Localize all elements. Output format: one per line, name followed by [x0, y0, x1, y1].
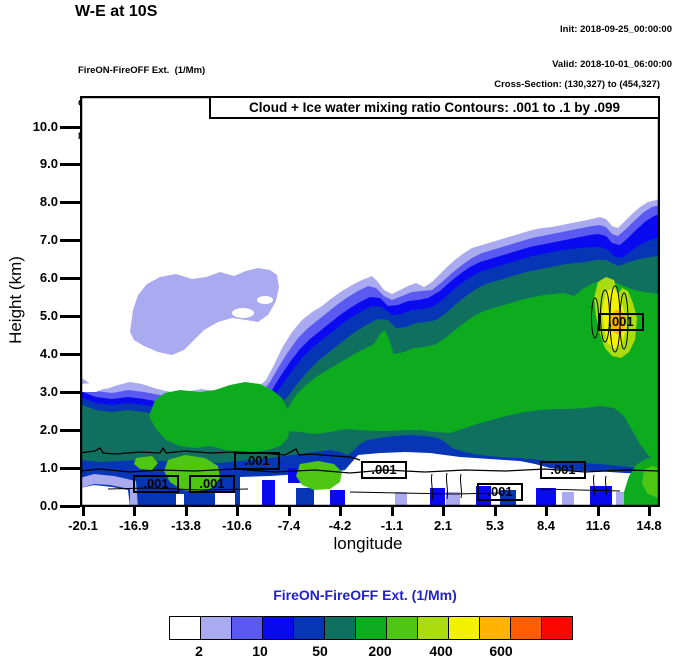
x-tick-label: -1.1: [380, 518, 404, 533]
x-tick-label: -16.9: [119, 518, 149, 533]
colorbar-swatch: [418, 617, 449, 639]
y-tick: [60, 505, 80, 508]
y-tick-label: 2.0: [39, 422, 58, 437]
colorbar-label: 600: [489, 643, 513, 659]
y-tick: [60, 277, 80, 280]
page-title: W-E at 10S: [75, 3, 158, 20]
contour-value-label: .001: [189, 475, 235, 493]
x-tick: [185, 507, 188, 516]
colorbar-swatch: [294, 617, 325, 639]
contour-value-label: .001: [477, 483, 523, 501]
x-tick: [236, 507, 239, 516]
y-tick: [60, 391, 80, 394]
colorbar-swatch: [325, 617, 356, 639]
colorbar-swatch: [480, 617, 511, 639]
y-tick-label: 1.0: [39, 460, 58, 475]
colorbar-swatch: [387, 617, 418, 639]
x-tick-label: 5.3: [485, 518, 505, 533]
plot-area: Cloud + Ice water mixing ratio Contours:…: [80, 96, 660, 507]
x-tick-label: 14.8: [636, 518, 662, 533]
y-tick-label: 7.0: [39, 232, 58, 247]
x-tick-label: -13.8: [171, 518, 201, 533]
colorbar-label: 400: [429, 643, 453, 659]
x-tick-label: -7.4: [277, 518, 301, 533]
contour-value-label: .001: [133, 475, 179, 493]
run-times: Init: 2018-09-25_00:00:00 Valid: 2018-10…: [552, 1, 672, 93]
colorbar-swatch: [170, 617, 201, 639]
x-axis-title: longitude: [333, 534, 403, 553]
contour-plot-canvas: [80, 96, 660, 507]
contour-value-label: .001: [598, 313, 644, 331]
x-tick: [339, 507, 342, 516]
y-tick-label: 9.0: [39, 156, 58, 171]
y-tick: [60, 163, 80, 166]
x-tick: [597, 507, 600, 516]
x-tick: [391, 507, 394, 516]
contour-value-label: .001: [361, 461, 407, 479]
y-tick: [60, 239, 80, 242]
x-tick-label: 2.1: [433, 518, 453, 533]
valid-time: Valid: 2018-10-01_06:00:00: [552, 58, 672, 70]
x-tick: [648, 507, 651, 516]
x-tick-label: 8.4: [536, 518, 556, 533]
y-tick-label: 5.0: [39, 308, 58, 323]
colorbar-swatch: [542, 617, 572, 639]
colorbar-label: 2: [195, 643, 203, 659]
y-axis-title: Height (km): [6, 256, 25, 344]
colorbar-label: 200: [368, 643, 392, 659]
y-tick-label: 6.0: [39, 270, 58, 285]
init-time: Init: 2018-09-25_00:00:00: [560, 24, 672, 35]
x-tick: [82, 507, 85, 516]
contour-value-label: .001: [540, 461, 586, 479]
y-tick: [60, 126, 80, 129]
colorbar-swatch: [511, 617, 542, 639]
y-tick-label: 4.0: [39, 346, 58, 361]
x-tick-label: -20.1: [68, 518, 98, 533]
cross-section-note: Cross-Section: (130,327) to (454,327): [494, 79, 660, 90]
colorbar-label: 50: [312, 643, 328, 659]
contour-banner: Cloud + Ice water mixing ratio Contours:…: [209, 96, 660, 119]
contour-value-label: .001: [234, 452, 280, 470]
y-tick: [60, 315, 80, 318]
colorbar-swatch: [232, 617, 263, 639]
x-tick: [288, 507, 291, 516]
y-tick-label: 0.0: [39, 498, 58, 513]
y-tick: [60, 429, 80, 432]
x-tick: [494, 507, 497, 516]
y-tick-label: 10.0: [32, 119, 58, 134]
colorbar-swatch: [449, 617, 480, 639]
x-tick-label: -10.6: [222, 518, 252, 533]
colorbar-swatch: [201, 617, 232, 639]
y-tick-label: 3.0: [39, 384, 58, 399]
x-tick-label: -4.2: [328, 518, 352, 533]
x-tick-label: 11.6: [585, 518, 611, 533]
field-line-1: FireON-FireOFF Ext. (1/Mm): [78, 65, 206, 76]
y-tick: [60, 201, 80, 204]
colorbar: [169, 616, 573, 640]
y-tick-label: 8.0: [39, 194, 58, 209]
colorbar-title: FireON-FireOFF Ext. (1/Mm): [273, 587, 457, 603]
y-tick: [60, 353, 80, 356]
colorbar-swatch: [263, 617, 294, 639]
x-tick: [133, 507, 136, 516]
x-tick: [442, 507, 445, 516]
colorbar-label: 10: [252, 643, 268, 659]
colorbar-swatch: [356, 617, 387, 639]
y-tick: [60, 467, 80, 470]
x-tick: [545, 507, 548, 516]
